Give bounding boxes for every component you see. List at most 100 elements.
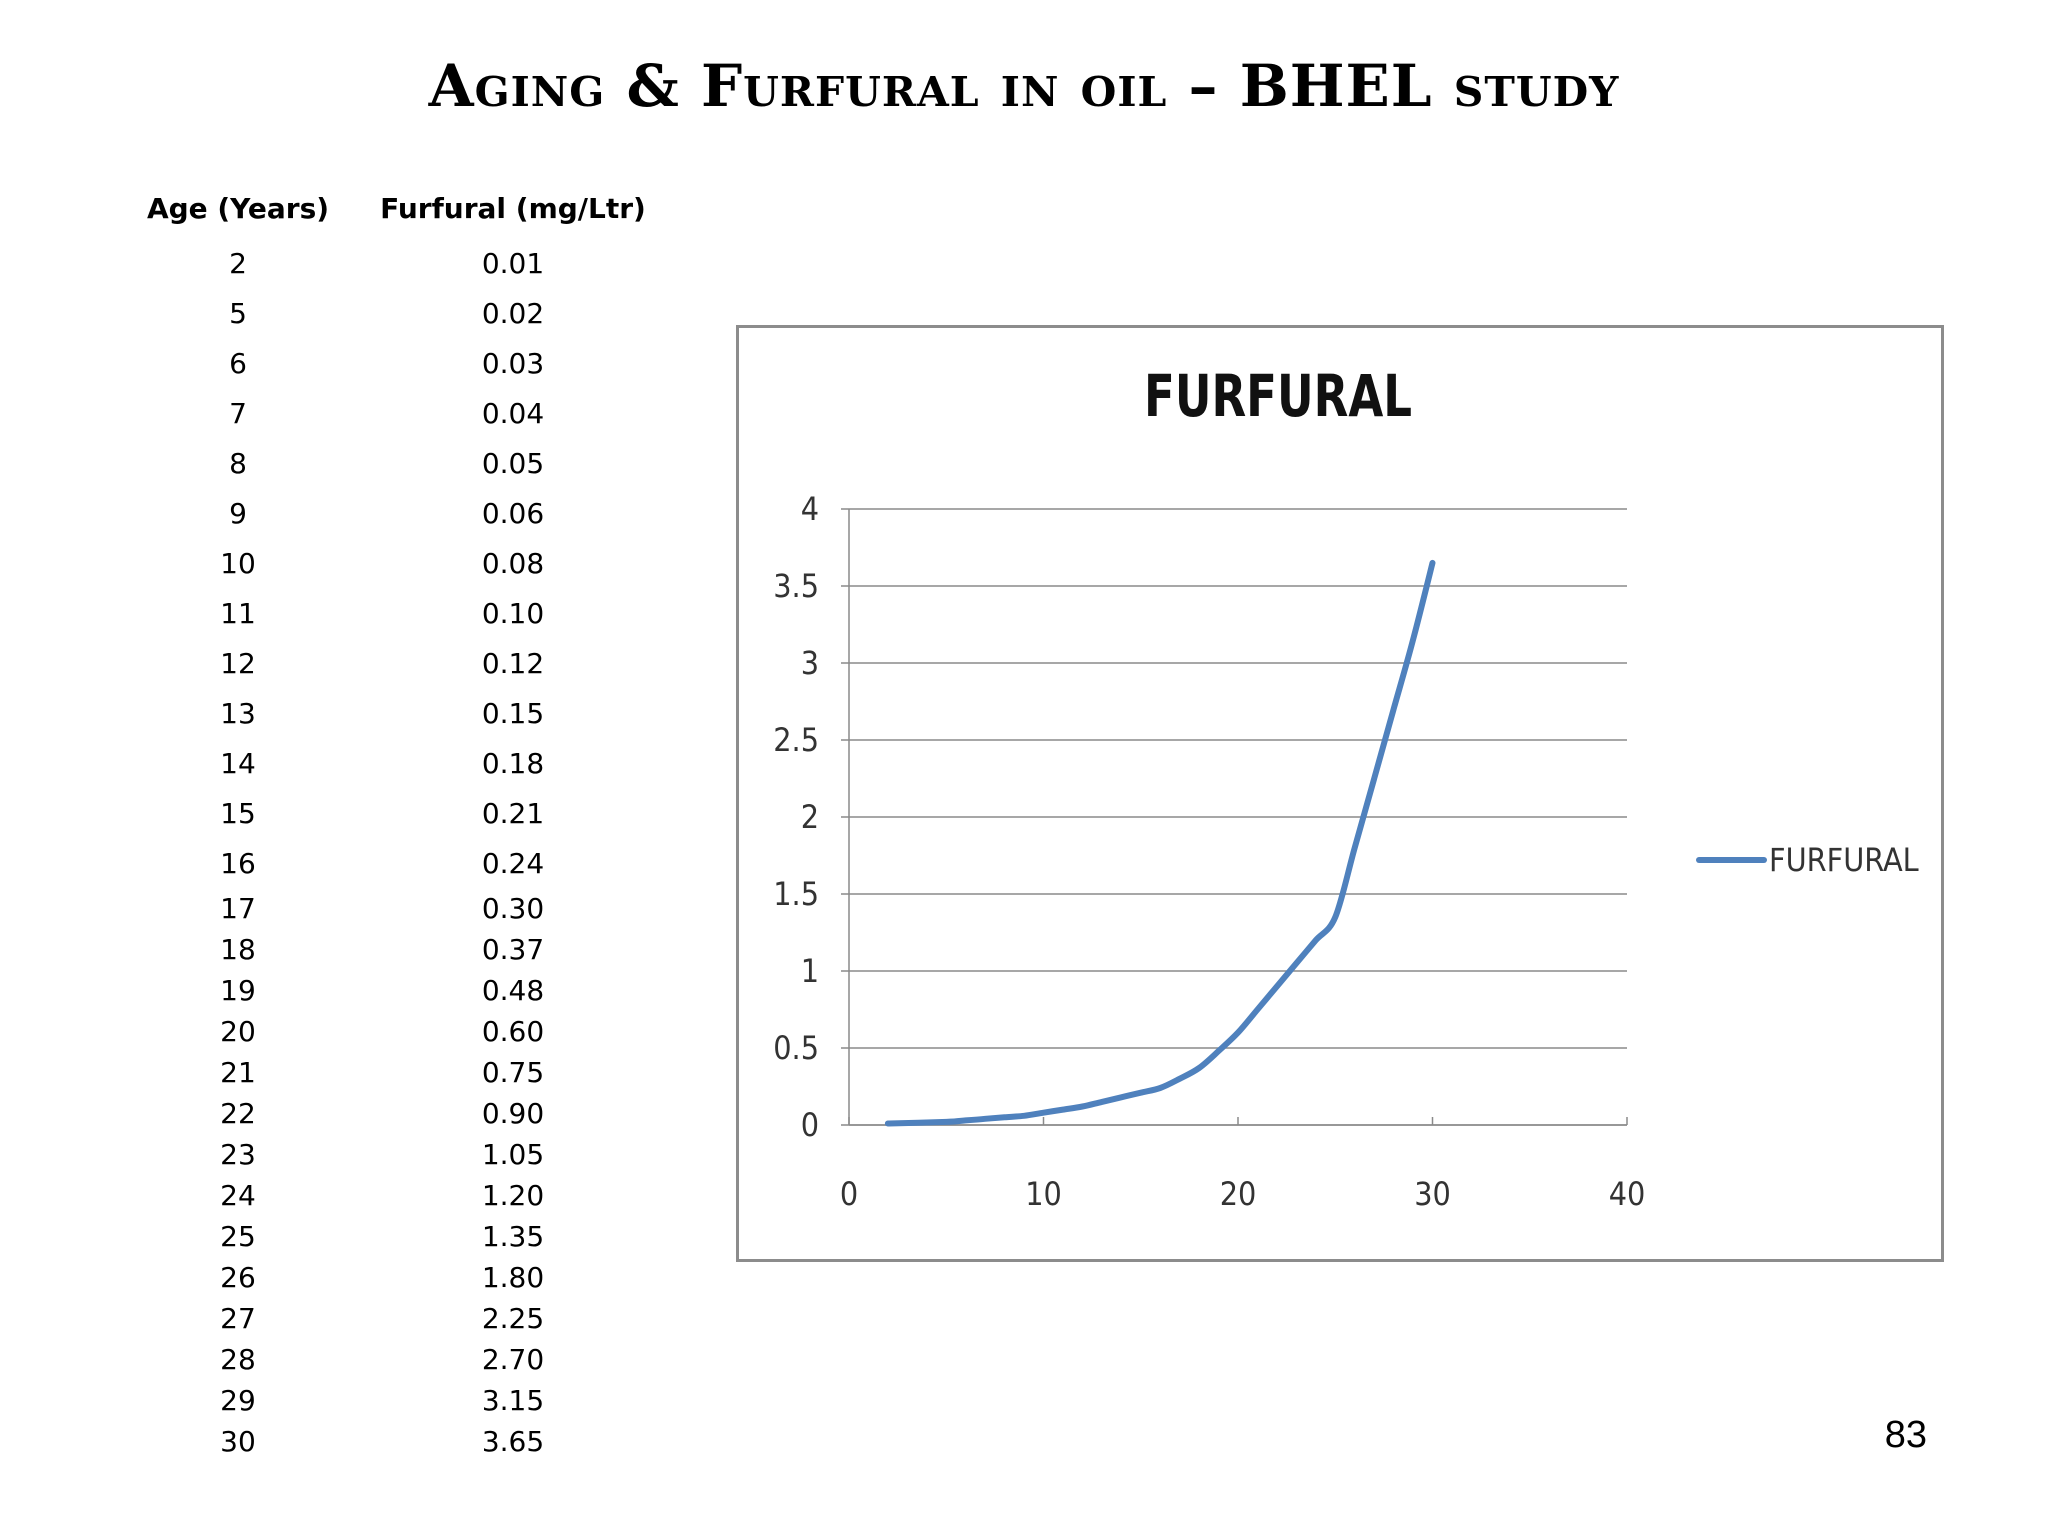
age-cell: 29: [220, 1384, 256, 1417]
data-table: Age (Years) Furfural (mg/Ltr) 2 0.01 5 0.02…: [118, 178, 668, 1462]
table-row: 7 0.04: [118, 388, 668, 438]
table-row: 6 0.03: [118, 338, 668, 388]
furfural-cell: 0.24: [481, 846, 545, 880]
furfural-cell: 0.05: [481, 446, 545, 480]
table-row: 10 0.08: [118, 538, 668, 588]
table-row: 20 0.60: [118, 1011, 668, 1052]
data-point: [1391, 706, 1397, 712]
age-cell: 13: [220, 696, 256, 730]
table-row: 8 0.05: [118, 438, 668, 488]
data-point: [1177, 1076, 1183, 1082]
table-row: 12 0.12: [118, 638, 668, 688]
data-point: [1410, 637, 1416, 643]
age-cell: 7: [229, 396, 247, 430]
data-point: [1099, 1099, 1105, 1105]
table-row: 21 0.75: [118, 1052, 668, 1093]
table-row: 5 0.02: [118, 288, 668, 338]
y-tick-label: 2: [801, 798, 819, 836]
age-cell: 20: [220, 1015, 256, 1048]
furfural-cell: 1.20: [481, 1179, 545, 1212]
table-row: 22 0.90: [118, 1093, 668, 1134]
table-row: 29 3.15: [118, 1380, 668, 1421]
data-point: [1332, 914, 1338, 920]
y-tick-label: 1: [801, 952, 819, 990]
table-row: 9 0.06: [118, 488, 668, 538]
table-row: 19 0.48: [118, 970, 668, 1011]
y-tick-label: 3: [801, 644, 819, 682]
table-header-row: Age (Years) Furfural (mg/Ltr): [118, 178, 668, 238]
y-tick-label: 0.5: [773, 1029, 819, 1067]
y-tick-label: 1.5: [773, 875, 819, 913]
data-point: [1157, 1085, 1163, 1091]
data-point: [1196, 1065, 1202, 1071]
age-cell: 12: [220, 646, 256, 680]
age-cell: 28: [220, 1343, 256, 1376]
column-header-furfural: Furfural (mg/Ltr): [380, 191, 646, 225]
furfural-cell: 0.21: [481, 796, 545, 830]
age-cell: 16: [220, 846, 256, 880]
table-row: 16 0.24: [118, 838, 668, 888]
furfural-cell: 0.08: [481, 546, 545, 580]
y-tick-label: 3.5: [773, 567, 819, 605]
furfural-cell: 0.60: [481, 1015, 545, 1048]
data-point: [1216, 1048, 1222, 1054]
slide-title: Aging & Furfural in oil – BHEL study: [428, 52, 1620, 120]
table-row: 26 1.80: [118, 1257, 668, 1298]
furfural-cell: 0.37: [481, 933, 545, 966]
data-point: [1371, 776, 1377, 782]
age-cell: 8: [229, 446, 247, 480]
furfural-cell: 0.12: [481, 646, 545, 680]
age-cell: 2: [229, 246, 247, 280]
y-tick-label: 4: [801, 490, 819, 528]
age-cell: 14: [220, 746, 256, 780]
age-cell: 9: [229, 496, 247, 530]
table-row: 24 1.20: [118, 1175, 668, 1216]
furfural-cell: 3.65: [481, 1425, 545, 1458]
data-point: [1313, 937, 1319, 943]
furfural-cell: 2.25: [481, 1302, 545, 1335]
data-point: [1430, 560, 1436, 566]
x-tick-label: 0: [840, 1175, 858, 1213]
furfural-cell: 0.10: [481, 596, 545, 630]
x-tick-label: 40: [1609, 1175, 1646, 1213]
furfural-cell: 0.06: [481, 496, 545, 530]
data-point: [1274, 983, 1280, 989]
data-point: [982, 1116, 988, 1122]
furfural-cell: 1.35: [481, 1220, 545, 1253]
series-line-furfural: [884, 559, 1436, 1127]
data-point: [1138, 1090, 1144, 1096]
data-point: [1254, 1007, 1260, 1013]
furfural-cell: 0.15: [481, 696, 545, 730]
age-cell: 30: [220, 1425, 256, 1458]
data-point: [1235, 1030, 1241, 1036]
data-point: [943, 1119, 949, 1125]
table-row: 28 2.70: [118, 1339, 668, 1380]
age-cell: 17: [220, 892, 256, 925]
furfural-cell: 0.01: [481, 246, 545, 280]
y-tick-label: 2.5: [773, 721, 819, 759]
age-cell: 10: [220, 546, 256, 580]
table-row: 14 0.18: [118, 738, 668, 788]
age-cell: 24: [220, 1179, 256, 1212]
age-cell: 21: [220, 1056, 256, 1089]
age-cell: 11: [220, 596, 256, 630]
table-row: 13 0.15: [118, 688, 668, 738]
table-row: 23 1.05: [118, 1134, 668, 1175]
legend-label-furfural: FURFURAL: [1769, 841, 1919, 879]
furfural-cell: 3.15: [481, 1384, 545, 1417]
furfural-cell: 1.05: [481, 1138, 545, 1171]
age-cell: 15: [220, 796, 256, 830]
furfural-cell: 0.03: [481, 346, 545, 380]
age-cell: 22: [220, 1097, 256, 1130]
data-point: [1293, 960, 1299, 966]
table-row: 15 0.21: [118, 788, 668, 838]
data-point: [1352, 845, 1358, 851]
table-row: 25 1.35: [118, 1216, 668, 1257]
data-point: [963, 1117, 969, 1123]
age-cell: 23: [220, 1138, 256, 1171]
furfural-cell: 0.75: [481, 1056, 545, 1089]
furfural-cell: 0.30: [481, 892, 545, 925]
furfural-cell: 2.70: [481, 1343, 545, 1376]
age-cell: 6: [229, 346, 247, 380]
